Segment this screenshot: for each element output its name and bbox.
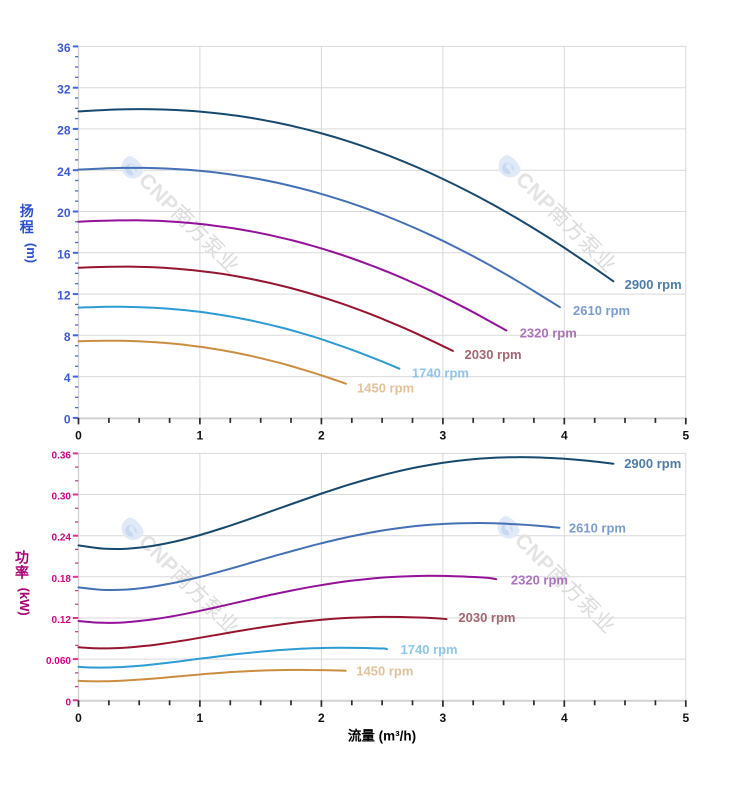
svg-text:3: 3 xyxy=(440,711,447,725)
svg-text:0.24: 0.24 xyxy=(52,533,72,544)
svg-text:2320 rpm: 2320 rpm xyxy=(520,325,577,340)
svg-text:5: 5 xyxy=(682,429,689,443)
svg-text:0.36: 0.36 xyxy=(52,450,72,461)
svg-text:2: 2 xyxy=(318,711,325,725)
svg-text:扬: 扬 xyxy=(20,203,34,219)
svg-text:0.30: 0.30 xyxy=(52,492,72,503)
svg-text:2030 rpm: 2030 rpm xyxy=(465,347,522,362)
svg-text:8: 8 xyxy=(64,330,71,344)
svg-text:2900 rpm: 2900 rpm xyxy=(625,277,682,292)
svg-text:程: 程 xyxy=(20,219,34,235)
svg-text:功: 功 xyxy=(15,549,29,565)
svg-text:0.060: 0.060 xyxy=(46,656,71,667)
svg-text:1740 rpm: 1740 rpm xyxy=(401,642,458,657)
svg-text:16: 16 xyxy=(57,247,71,261)
svg-text:0: 0 xyxy=(75,711,82,725)
svg-text:1450 rpm: 1450 rpm xyxy=(356,663,413,678)
svg-text:0.18: 0.18 xyxy=(52,574,72,585)
svg-text:5: 5 xyxy=(682,711,689,725)
svg-text:2610 rpm: 2610 rpm xyxy=(573,303,630,318)
svg-text:2900 rpm: 2900 rpm xyxy=(624,456,681,471)
svg-text:2030 rpm: 2030 rpm xyxy=(458,610,515,625)
svg-text:(m): (m) xyxy=(24,243,39,263)
svg-text:3: 3 xyxy=(440,429,447,443)
svg-text:率: 率 xyxy=(15,564,29,580)
svg-text:0: 0 xyxy=(75,429,82,443)
svg-text:4: 4 xyxy=(561,711,568,725)
svg-text:0: 0 xyxy=(64,413,71,427)
svg-text:32: 32 xyxy=(57,82,71,96)
svg-text:24: 24 xyxy=(57,165,71,179)
svg-text:(kW): (kW) xyxy=(17,588,32,616)
svg-text:2610 rpm: 2610 rpm xyxy=(569,521,626,536)
svg-text:36: 36 xyxy=(57,41,71,55)
svg-text:4: 4 xyxy=(64,371,71,385)
svg-text:1: 1 xyxy=(197,711,204,725)
svg-text:28: 28 xyxy=(57,124,71,138)
svg-text:12: 12 xyxy=(57,289,71,303)
svg-text:20: 20 xyxy=(57,206,71,220)
svg-text:1: 1 xyxy=(197,429,204,443)
svg-text:流量 (m³/h): 流量 (m³/h) xyxy=(348,728,416,744)
svg-text:2: 2 xyxy=(318,429,325,443)
svg-text:2320 rpm: 2320 rpm xyxy=(511,572,568,587)
svg-text:0.12: 0.12 xyxy=(52,615,72,626)
svg-text:0: 0 xyxy=(65,697,71,708)
svg-text:4: 4 xyxy=(561,429,568,443)
svg-text:1740 rpm: 1740 rpm xyxy=(412,366,469,381)
svg-text:1450 rpm: 1450 rpm xyxy=(357,380,414,395)
